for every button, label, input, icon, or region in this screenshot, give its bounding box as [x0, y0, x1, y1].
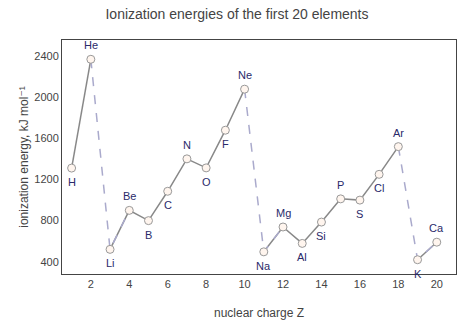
svg-text:O: O [202, 176, 211, 188]
svg-text:F: F [222, 138, 229, 150]
svg-text:18: 18 [392, 278, 404, 290]
svg-text:Ne: Ne [238, 69, 252, 81]
svg-text:B: B [145, 229, 152, 241]
svg-text:10: 10 [238, 278, 250, 290]
svg-text:Ca: Ca [429, 222, 444, 234]
svg-text:8: 8 [203, 278, 209, 290]
svg-text:Na: Na [256, 260, 271, 272]
svg-text:Al: Al [297, 251, 307, 263]
svg-text:1600: 1600 [34, 132, 58, 144]
svg-text:800: 800 [40, 214, 58, 226]
svg-text:Ar: Ar [393, 127, 404, 139]
svg-text:1200: 1200 [34, 173, 58, 185]
svg-text:Si: Si [316, 230, 326, 242]
svg-text:H: H [68, 176, 76, 188]
svg-text:Ionization energies of the fir: Ionization energies of the first 20 elem… [105, 6, 368, 22]
svg-text:nuclear charge Z: nuclear charge Z [214, 306, 304, 320]
svg-text:20: 20 [431, 278, 443, 290]
svg-text:2: 2 [88, 278, 94, 290]
svg-text:14: 14 [315, 278, 327, 290]
svg-text:400: 400 [40, 256, 58, 268]
svg-text:S: S [356, 208, 363, 220]
svg-text:ionization energy, kJ mol⁻¹: ionization energy, kJ mol⁻¹ [17, 86, 31, 228]
svg-text:Be: Be [123, 190, 136, 202]
svg-text:Li: Li [106, 257, 115, 269]
svg-text:K: K [414, 268, 422, 280]
svg-text:Cl: Cl [374, 182, 384, 194]
svg-text:6: 6 [165, 278, 171, 290]
svg-text:2000: 2000 [34, 91, 58, 103]
svg-text:4: 4 [126, 278, 132, 290]
svg-text:2400: 2400 [34, 50, 58, 62]
svg-text:Mg: Mg [276, 207, 291, 219]
svg-text:16: 16 [354, 278, 366, 290]
svg-text:P: P [337, 179, 344, 191]
svg-text:C: C [164, 199, 172, 211]
svg-text:12: 12 [277, 278, 289, 290]
svg-text:He: He [84, 39, 98, 51]
svg-text:N: N [183, 139, 191, 151]
